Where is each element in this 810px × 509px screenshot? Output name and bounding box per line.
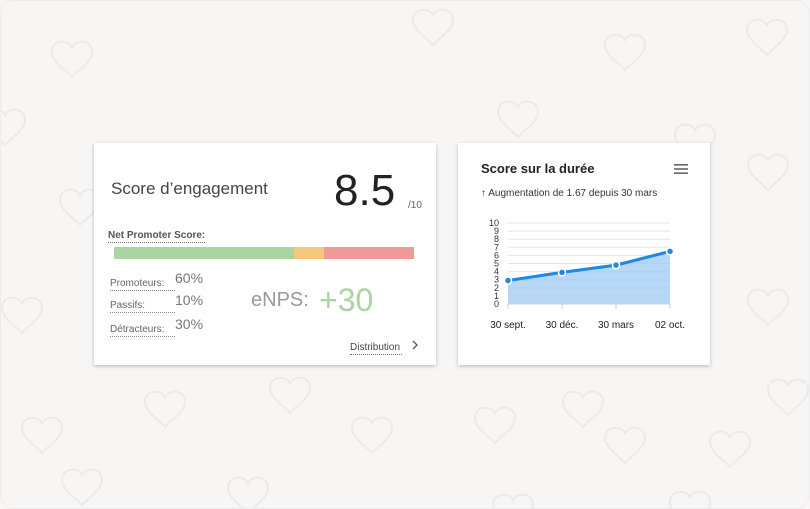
nps-bar-promoters-segment <box>114 247 294 259</box>
y-tick-label: 7 <box>494 242 499 252</box>
y-tick-label: 8 <box>494 234 499 244</box>
x-tick-label: 30 sept. <box>490 320 526 331</box>
nps-distribution-bar <box>114 247 414 259</box>
y-tick-label: 9 <box>494 226 499 236</box>
engagement-title: Score d’engagement <box>111 179 268 198</box>
y-tick-label: 2 <box>494 283 499 293</box>
y-tick-label: 5 <box>494 259 499 269</box>
y-tick-label: 1 <box>494 291 499 301</box>
net-promoter-score-label[interactable]: Net Promoter Score: <box>108 230 206 243</box>
engagement-score-value: 8.5 <box>334 166 396 215</box>
enps-value: +30 <box>319 282 374 318</box>
promoters-label[interactable]: Promoteurs: <box>110 278 165 289</box>
x-tick-label: 02 oct. <box>655 320 685 331</box>
trend-summary: ↑ Augmentation de 1.67 depuis 30 mars <box>481 188 658 199</box>
area-fill <box>508 251 670 304</box>
y-tick-label: 0 <box>494 299 499 309</box>
data-point <box>611 260 621 270</box>
y-tick-label: 3 <box>494 275 499 285</box>
data-point <box>665 247 675 256</box>
promoters-value: 60% <box>175 270 204 286</box>
distribution-link[interactable]: Distribution <box>350 342 403 355</box>
nps-bar-passives-segment <box>294 247 324 259</box>
x-tick-label: 30 déc. <box>546 320 579 331</box>
data-point <box>557 268 567 277</box>
engagement-score-max: /10 <box>408 200 422 211</box>
nps-bar-detractors-segment <box>324 247 414 259</box>
enps-label: eNPS: <box>251 289 309 311</box>
detractors-row: Détracteurs: 30% <box>110 316 203 337</box>
score-over-time-card: Score sur la durée ↑ Augmentation de 1.6… <box>458 143 710 365</box>
y-tick-label: 6 <box>494 250 499 260</box>
passives-row: Passifs: 10% <box>110 292 203 313</box>
score-over-time-title: Score sur la durée <box>481 161 595 176</box>
series-line <box>507 249 671 282</box>
data-point <box>503 276 513 285</box>
detractors-label[interactable]: Détracteurs: <box>110 324 165 335</box>
y-tick-label: 10 <box>489 218 499 228</box>
passives-label[interactable]: Passifs: <box>110 300 146 311</box>
detractors-value: 30% <box>175 316 204 332</box>
x-tick-label: 30 mars <box>598 320 634 331</box>
hamburger-menu-icon[interactable] <box>673 163 689 175</box>
y-tick-label: 4 <box>494 267 499 277</box>
passives-value: 10% <box>175 292 204 308</box>
chevron-right-icon[interactable] <box>411 339 419 351</box>
promoters-row: Promoteurs: 60% <box>110 270 203 291</box>
engagement-score-card: Score d’engagement 8.5 /10 Net Promoter … <box>94 143 436 365</box>
